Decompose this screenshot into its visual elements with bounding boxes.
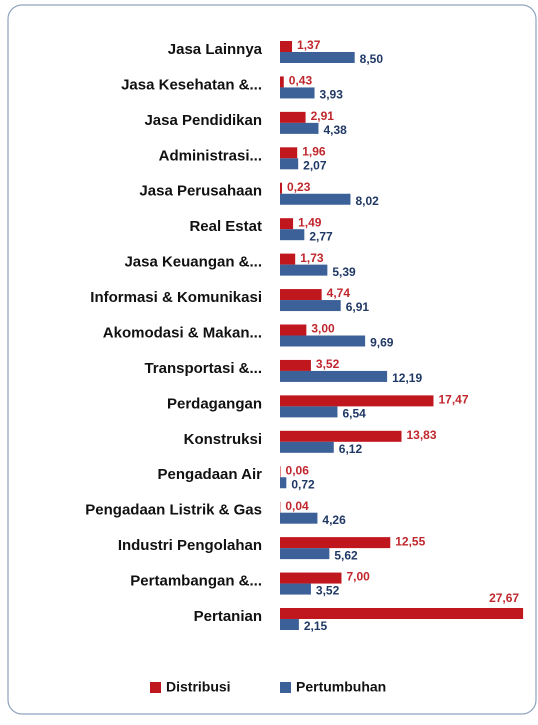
value-label: 3,00 (311, 322, 335, 336)
value-label: 13,83 (407, 428, 437, 442)
value-label: 3,52 (316, 357, 340, 371)
bar (280, 194, 350, 205)
value-label: 0,06 (286, 463, 310, 477)
value-label: 4,74 (327, 286, 351, 300)
value-label: 12,19 (392, 371, 422, 385)
value-label: 4,38 (323, 123, 347, 137)
bar (280, 573, 342, 584)
value-label: 0,72 (291, 477, 315, 491)
category-label: Konstruksi (184, 431, 262, 448)
bar (280, 229, 304, 240)
category-label: Pertambangan &... (130, 573, 262, 590)
category-label: Pengadaan Air (158, 466, 263, 483)
category-label: Jasa Pendidikan (144, 112, 262, 129)
bar (280, 431, 402, 442)
category-label: Jasa Keuangan &... (124, 254, 262, 271)
value-label: 2,77 (309, 229, 333, 243)
bar (280, 442, 334, 453)
value-label: 4,26 (322, 513, 346, 527)
category-label: Akomodasi & Makan... (103, 324, 262, 341)
value-label: 2,91 (311, 109, 335, 123)
bar (280, 325, 306, 336)
bar (280, 608, 523, 619)
bar (280, 289, 322, 300)
legend-swatch (280, 682, 291, 693)
value-label: 7,00 (347, 570, 371, 584)
bar (280, 265, 327, 276)
value-label: 17,47 (438, 393, 468, 407)
category-label: Transportasi &... (144, 360, 262, 377)
bar (280, 87, 315, 98)
category-label: Pengadaan Listrik & Gas (85, 502, 262, 519)
bar (280, 123, 318, 134)
bar (280, 477, 286, 488)
value-label: 5,39 (332, 265, 356, 279)
category-label: Industri Pengolahan (118, 537, 262, 554)
value-label: 0,23 (287, 180, 311, 194)
value-label: 1,49 (298, 215, 322, 229)
bar (280, 254, 295, 265)
legend-label: Pertumbuhan (296, 679, 386, 695)
value-label: 9,69 (370, 336, 394, 350)
value-label: 2,15 (304, 619, 328, 633)
bar (280, 218, 293, 229)
value-label: 1,37 (297, 38, 321, 52)
bar (280, 183, 282, 194)
bar (280, 300, 341, 311)
bar (280, 41, 292, 52)
bar (280, 619, 299, 630)
value-label: 2,07 (303, 158, 327, 172)
bar (280, 360, 311, 371)
value-label: 6,12 (339, 442, 363, 456)
value-label: 27,67 (489, 591, 519, 605)
category-label: Jasa Lainnya (168, 41, 263, 58)
bar (280, 112, 306, 123)
legend-swatch (150, 682, 161, 693)
bar (280, 52, 355, 63)
bar (280, 537, 390, 548)
value-label: 3,52 (316, 584, 340, 598)
category-label: Jasa Perusahaan (139, 183, 262, 200)
legend-label: Distribusi (166, 679, 231, 695)
value-label: 12,55 (395, 534, 425, 548)
bar (280, 406, 337, 417)
value-label: 0,04 (285, 499, 309, 513)
value-label: 5,62 (334, 548, 358, 562)
value-label: 8,02 (355, 194, 379, 208)
category-label: Real Estat (189, 218, 262, 235)
value-label: 6,91 (346, 300, 370, 314)
bar (280, 466, 281, 477)
category-label: Informasi & Komunikasi (90, 289, 262, 306)
bar (280, 548, 329, 559)
category-label: Jasa Kesehatan &... (121, 76, 262, 93)
bar (280, 336, 365, 347)
category-label: Perdagangan (167, 395, 262, 412)
bar (280, 158, 298, 169)
category-label: Pertanian (194, 608, 262, 625)
bar (280, 371, 387, 382)
bar (280, 584, 311, 595)
value-label: 1,96 (302, 144, 326, 158)
bar (280, 147, 297, 158)
value-label: 0,43 (289, 74, 313, 88)
bar (280, 76, 284, 87)
value-label: 8,50 (360, 52, 384, 66)
value-label: 3,93 (320, 88, 344, 102)
bar (280, 513, 317, 524)
panel (8, 5, 536, 714)
value-label: 1,73 (300, 251, 324, 265)
value-label: 6,54 (342, 407, 366, 421)
bar (280, 395, 433, 406)
category-label: Administrasi... (159, 147, 262, 164)
